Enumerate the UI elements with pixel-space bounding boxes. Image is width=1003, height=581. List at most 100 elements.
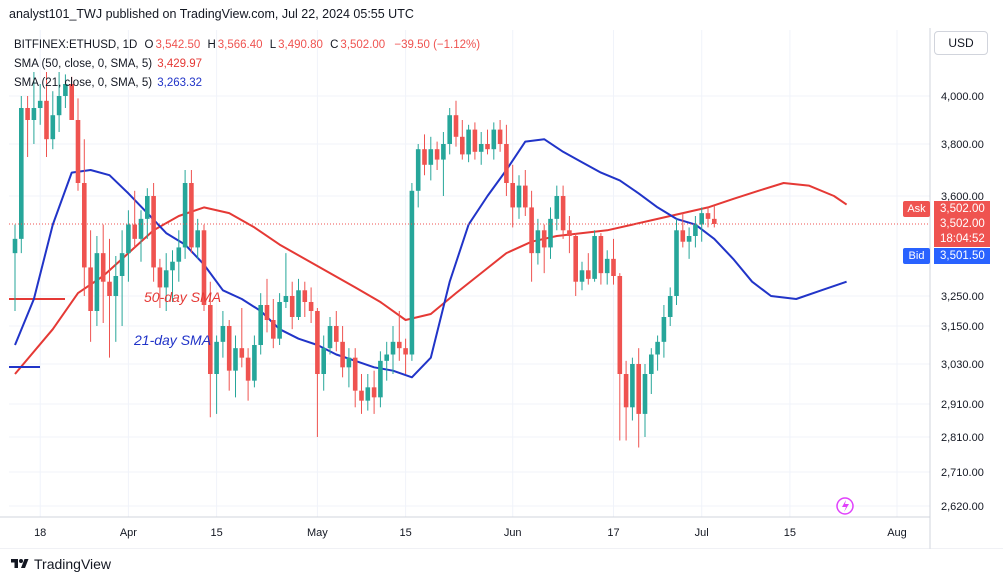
candle-body <box>201 230 207 305</box>
low-value: 3,490.80 <box>278 39 323 51</box>
candle-body <box>119 253 125 276</box>
candle-body <box>504 144 509 183</box>
candle-body <box>573 236 578 282</box>
price-axis-labels: 2,620.00 2,710.00 2,810.00 2,910.00 3,030.00… <box>941 91 984 513</box>
sma21-row[interactable]: SMA (21, close, 0, SMA, 5) 3,263.32 <box>14 74 480 93</box>
candle-body <box>82 183 87 268</box>
candle-body <box>271 320 276 339</box>
candle-body <box>541 230 547 248</box>
price-chart[interactable]: 2,620.00 2,710.00 2,810.00 2,910.00 3,030.00… <box>0 0 1003 549</box>
candle-body <box>359 390 364 401</box>
candle-body <box>649 354 654 374</box>
candle-body <box>277 302 282 339</box>
candle-body <box>655 341 660 355</box>
candle-body <box>252 345 257 381</box>
sma21-annotation: 21-day SMA <box>134 332 212 348</box>
event-icon-ring <box>836 497 854 515</box>
sma50-row[interactable]: SMA (50, close, 0, SMA, 5) 3,429.97 <box>14 55 480 74</box>
price-tick-label: 3,250.00 <box>941 291 984 303</box>
candle-body <box>327 326 333 349</box>
price-tick-label: 2,910.00 <box>941 399 984 411</box>
candle-body <box>680 230 686 242</box>
candle-body <box>63 84 68 96</box>
time-tick-label: 17 <box>607 527 619 539</box>
event-icon-bolt <box>842 500 849 512</box>
time-axis-labels: 18 Apr 15 May 15 Jun 17 Jul 15 Aug <box>34 527 907 539</box>
candle-body <box>31 108 37 120</box>
candle-body <box>478 144 484 152</box>
candle-body <box>667 296 673 317</box>
high-value: 3,566.40 <box>217 39 263 51</box>
candle-body <box>592 236 597 279</box>
candle-body <box>239 348 245 358</box>
candle-body <box>176 247 182 262</box>
time-tick-label: Jun <box>504 527 522 539</box>
candle-body <box>441 144 446 160</box>
candle-body <box>69 84 74 120</box>
candle-body <box>340 341 345 368</box>
candlesticks <box>12 72 717 448</box>
candle-body <box>586 270 591 279</box>
price-tick-label: 4,000.00 <box>941 91 984 103</box>
price-tick-label: 3,600.00 <box>941 191 984 203</box>
candle-body <box>604 258 610 274</box>
candle-body <box>308 302 314 311</box>
candle-body <box>19 108 24 239</box>
symbol-label[interactable]: BITFINEX:ETHUSD, 1D <box>14 39 138 51</box>
bid-tag: Bid <box>903 248 930 264</box>
candle-body <box>390 341 396 355</box>
candle-body <box>397 341 402 349</box>
candle-body <box>409 190 415 355</box>
candle-body <box>12 238 18 254</box>
ask-tag: Ask <box>903 201 930 217</box>
candle-body <box>126 224 131 254</box>
sma21-layer <box>9 138 847 379</box>
candle-body <box>529 207 534 254</box>
candle-body <box>163 270 169 288</box>
candle-body <box>579 270 585 282</box>
candle-body <box>712 218 717 224</box>
time-tick-label: 18 <box>34 527 46 539</box>
candle-body <box>642 374 648 414</box>
candle-body <box>170 261 175 271</box>
tradingview-brand[interactable]: TradingView <box>34 556 112 572</box>
tradingview-logo-icon[interactable] <box>10 557 30 571</box>
bid-price-label: 3,501.50 <box>934 248 990 264</box>
footer: TradingView <box>0 549 1003 581</box>
candle-body <box>617 276 623 374</box>
candle-body <box>636 364 641 414</box>
candle-body <box>460 136 465 155</box>
price-tick-label: 3,800.00 <box>941 139 984 151</box>
candle-body <box>447 115 452 144</box>
currency-button[interactable]: USD <box>934 31 988 55</box>
candle-body <box>453 115 459 137</box>
chart-axes <box>0 28 1003 549</box>
candle-body <box>44 100 49 140</box>
candle-body <box>50 115 56 140</box>
time-tick-label: 15 <box>784 527 796 539</box>
candle-body <box>623 374 629 408</box>
time-tick-label: 15 <box>399 527 411 539</box>
candle-body <box>415 149 421 191</box>
candle-body <box>686 236 692 242</box>
low-label: L <box>269 39 277 51</box>
candle-body <box>516 185 522 208</box>
sma21-line <box>14 138 847 379</box>
candle-body <box>630 364 635 408</box>
candle-body <box>189 183 194 248</box>
candle-body <box>535 230 541 254</box>
dividend-event-icon <box>836 497 854 515</box>
candle-body <box>567 230 572 236</box>
price-tick-label: 2,620.00 <box>941 501 984 513</box>
candle-body <box>491 129 497 150</box>
candle-body <box>705 213 711 219</box>
candle-body <box>195 230 200 248</box>
price-tick-label: 2,710.00 <box>941 467 984 479</box>
candle-body <box>220 326 226 342</box>
candle-body <box>422 149 427 165</box>
candle-body <box>403 348 408 355</box>
candle-body <box>472 129 478 152</box>
candle-body <box>334 326 339 342</box>
candle-body <box>548 218 553 248</box>
candle-body <box>75 120 81 183</box>
